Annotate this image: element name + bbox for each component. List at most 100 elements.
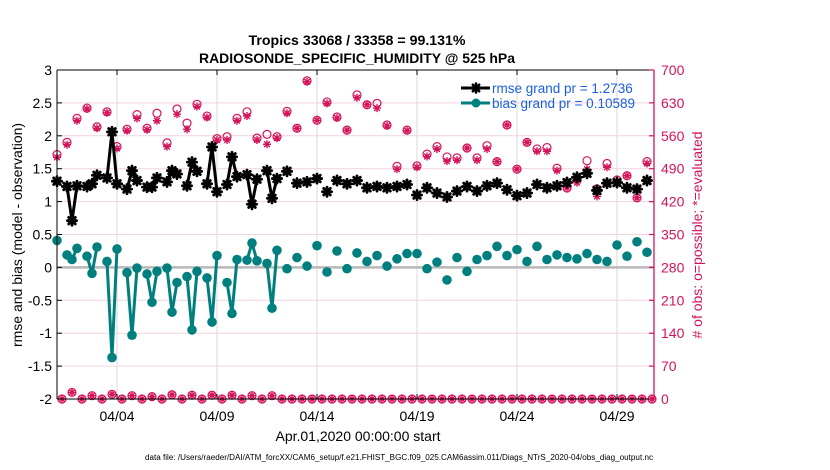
obs-evaluated-marker	[88, 391, 96, 400]
obs-evaluated-marker	[623, 171, 631, 180]
obs-evaluated-marker	[243, 112, 251, 121]
obs-evaluated-marker	[113, 144, 121, 153]
bias-series	[52, 235, 652, 363]
rmse-marker	[601, 177, 613, 190]
y-tick-label-left: 1.5	[33, 161, 53, 177]
y-tick-label-right: 140	[661, 325, 685, 341]
rmse-marker	[551, 179, 563, 192]
bias-marker	[82, 251, 92, 262]
obs-evaluated-marker	[133, 114, 141, 123]
y-tick-label-right: 210	[661, 292, 685, 308]
bias-marker	[272, 245, 282, 256]
obs-evaluated-marker	[188, 391, 196, 400]
chart-title-line-2: RADIOSONDE_SPECIFIC_HUMIDITY @ 525 hPa	[199, 51, 516, 66]
bias-marker	[142, 269, 152, 279]
bias-line-segment	[230, 258, 239, 315]
obs-evaluated-marker	[68, 388, 76, 397]
bias-marker	[622, 251, 632, 262]
rmse-marker	[266, 192, 278, 205]
y-tick-label-left: -1	[40, 325, 53, 341]
y-axis-right-label: # of obs: o=possible; *=evaluated	[689, 131, 705, 338]
obs-evaluated-marker	[273, 134, 281, 143]
y-tick-label-right: 280	[661, 259, 685, 275]
y-tick-label-right: 0	[661, 391, 669, 407]
y-tick-label-right: 490	[661, 161, 685, 177]
y-tick-label-right: 420	[661, 194, 685, 210]
obs-evaluated-marker	[93, 124, 101, 133]
x-axis-label: Apr.01,2020 00:00:00 start	[275, 428, 440, 444]
obs-possible-marker	[582, 156, 592, 166]
bias-marker	[132, 263, 142, 273]
y-tick-label-right: 70	[661, 358, 677, 374]
rmse-marker	[581, 167, 593, 180]
bias-marker	[127, 330, 137, 340]
bias-line-segment	[170, 281, 179, 314]
rmse-line-segment	[105, 130, 114, 180]
bias-marker	[282, 263, 292, 274]
bias-marker	[102, 256, 112, 267]
bias-marker	[212, 250, 222, 261]
bias-marker	[522, 256, 532, 267]
legend: rmse grand pr = 1.2736 bias grand pr = 0…	[461, 81, 635, 111]
bias-marker	[592, 254, 602, 265]
y-tick-label-right: 350	[661, 227, 685, 243]
bias-marker	[242, 255, 252, 265]
rmse-marker	[66, 214, 78, 227]
obs-evaluated-marker	[553, 166, 561, 175]
rmse-marker	[541, 181, 553, 194]
y-tick-label-left: -2	[40, 391, 53, 407]
rmse-marker	[131, 174, 143, 187]
obs-evaluated-marker	[533, 147, 541, 156]
obs-evaluated-marker	[248, 391, 256, 400]
bias-line-segment	[270, 248, 279, 310]
obs-evaluated-marker	[223, 136, 231, 145]
bias-marker	[252, 256, 262, 266]
x-tick-label: 04/04	[99, 408, 134, 424]
rmse-marker	[261, 164, 273, 177]
bias-marker	[362, 256, 372, 267]
rmse-marker	[331, 174, 343, 187]
x-tick-label: 04/09	[199, 408, 234, 424]
obs-evaluated-marker	[213, 136, 221, 145]
bias-marker	[462, 266, 472, 277]
bias-marker	[422, 263, 432, 274]
obs-evaluated-marker	[203, 113, 211, 122]
bias-marker	[432, 257, 442, 267]
bias-marker	[87, 268, 97, 279]
obs-evaluated-marker	[108, 390, 116, 399]
rmse-marker	[641, 174, 653, 187]
y-tick-label-left: -1.5	[28, 358, 52, 374]
bias-marker	[222, 277, 232, 288]
bias-marker	[92, 242, 102, 252]
rmse-marker	[71, 179, 83, 192]
rmse-line-segment	[110, 130, 119, 186]
y-tick-label-left: 0	[44, 259, 52, 275]
gridlines	[57, 69, 654, 400]
obs-evaluated-marker	[143, 125, 151, 134]
rmse-marker	[61, 180, 73, 193]
rmse-marker	[361, 181, 373, 194]
rmse-marker	[461, 180, 473, 193]
bias-marker	[192, 266, 202, 277]
bias-line-segment	[150, 269, 159, 304]
obs-evaluated-marker	[173, 110, 181, 119]
bias-marker	[232, 254, 242, 265]
obs-evaluated-marker	[103, 108, 111, 117]
tick-labels: 32.521.510.50-0.5-1-1.5-2700630560490420…	[28, 62, 685, 424]
y-tick-label-left: 1	[44, 194, 52, 210]
bias-marker	[402, 248, 412, 259]
bias-marker	[582, 248, 592, 259]
obs-evaluated-marker	[463, 144, 471, 153]
bias-marker	[542, 254, 552, 265]
obs-evaluated-marker	[343, 126, 351, 135]
bias-marker	[502, 250, 512, 261]
rmse-marker	[301, 175, 313, 188]
rmse-marker	[521, 187, 533, 200]
bias-marker	[632, 236, 642, 247]
rmse-marker	[621, 181, 633, 194]
y-tick-label-right: 630	[661, 95, 685, 111]
rmse-marker	[251, 173, 263, 186]
axes	[56, 69, 655, 400]
bias-line-segment	[125, 271, 134, 337]
obs-evaluated-marker	[503, 120, 511, 129]
